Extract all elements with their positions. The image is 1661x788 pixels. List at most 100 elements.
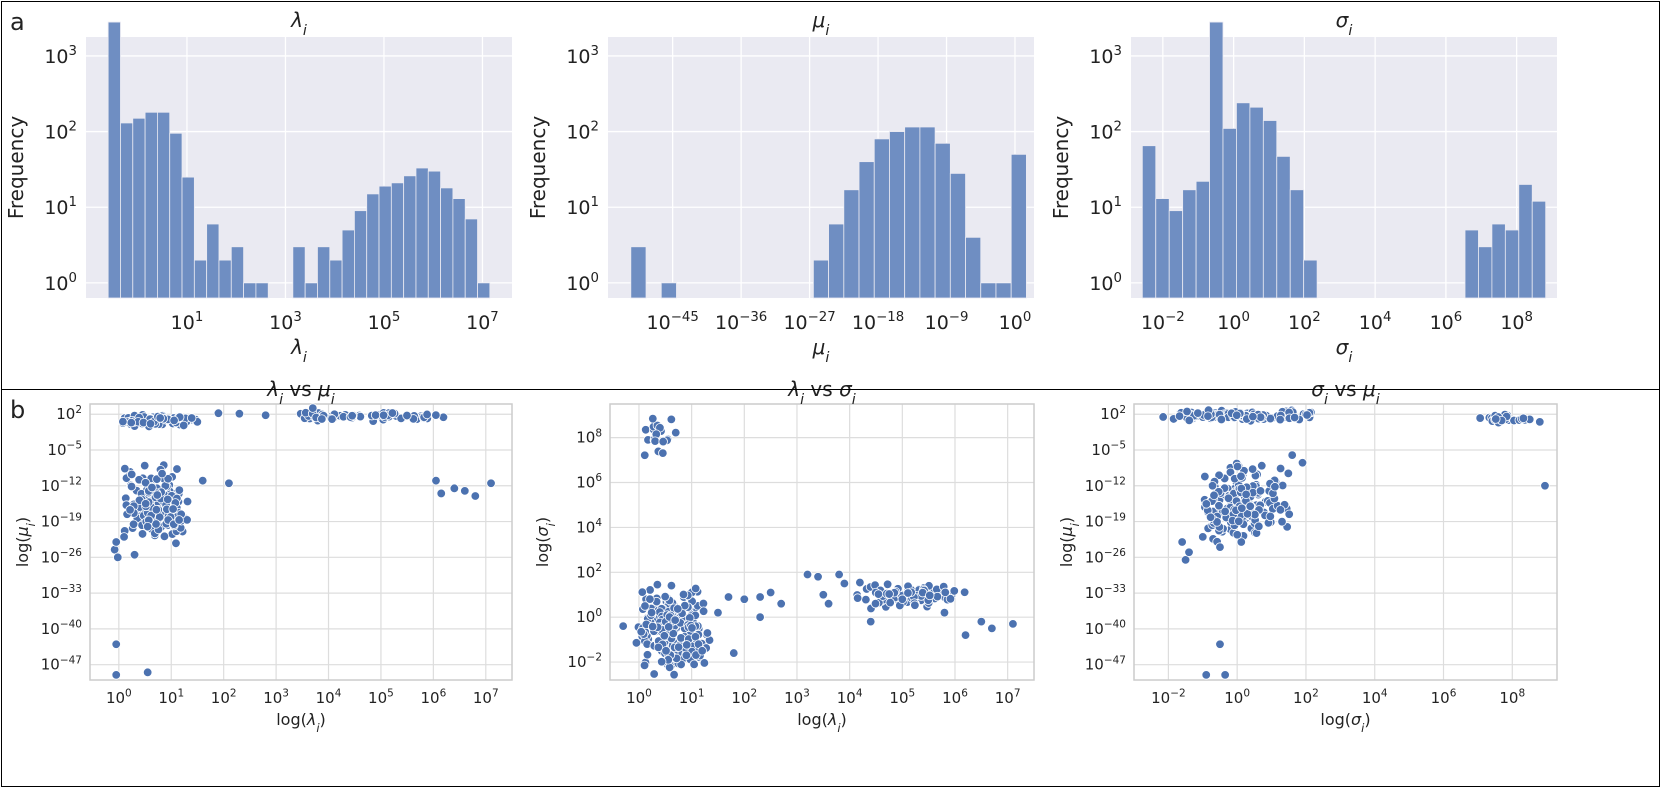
scatter-point xyxy=(327,414,337,424)
histogram-bar xyxy=(1491,223,1506,299)
scatter-point xyxy=(317,414,327,424)
scatter-point xyxy=(647,621,658,632)
histogram-bar xyxy=(181,176,195,299)
scatter-point xyxy=(140,460,150,471)
histogram-bar xyxy=(843,189,860,299)
scatter-point xyxy=(147,482,157,493)
scatter-point xyxy=(1200,471,1210,482)
x-tick-label: 106 xyxy=(420,688,446,707)
scatter-point xyxy=(128,519,139,529)
scatter-point xyxy=(669,669,679,680)
scatter-point xyxy=(689,659,699,670)
scatter-point xyxy=(140,478,151,488)
scatter-point xyxy=(1234,516,1244,527)
x-axis-label: log(λi) xyxy=(797,710,847,735)
x-tick-label: 106 xyxy=(1430,310,1463,334)
scatter-point xyxy=(687,623,697,633)
scatter-point xyxy=(370,410,381,420)
y-axis-label: Frequency xyxy=(1049,116,1073,219)
scatter-point xyxy=(637,587,647,597)
y-tick-label: 10−12 xyxy=(1085,475,1126,494)
scatter-point xyxy=(729,648,739,658)
scatter-point xyxy=(671,427,681,438)
histogram-bar xyxy=(828,223,845,299)
scatter-point xyxy=(1180,555,1191,565)
x-tick-label: 10−36 xyxy=(715,310,767,334)
scatter-point xyxy=(839,578,850,589)
scatter-point xyxy=(387,408,398,418)
histogram-bar xyxy=(206,223,220,299)
scatter-point xyxy=(1212,517,1222,527)
scatter-2: 100 101 102 103 104 105 106 107 10−2 100 102 104 106… xyxy=(533,377,1035,735)
scatter-point xyxy=(145,419,156,429)
scatter-point xyxy=(650,436,660,446)
scatter-point xyxy=(1241,489,1251,500)
x-tick-label: 107 xyxy=(995,688,1021,707)
scatter-point xyxy=(1214,470,1224,480)
scatter-point xyxy=(642,650,653,660)
scatter-point xyxy=(1198,532,1208,542)
histogram-bar xyxy=(1141,145,1157,299)
scatter-point xyxy=(1220,670,1230,680)
scatter-point xyxy=(940,587,950,598)
scatter-point xyxy=(1207,481,1218,491)
x-tick-label: 101 xyxy=(171,310,204,334)
histogram-bar xyxy=(477,282,491,299)
x-tick-label: 102 xyxy=(731,688,757,707)
histogram-bar xyxy=(995,282,1012,299)
x-tick-label: 10−2 xyxy=(1151,688,1186,707)
scatter-point xyxy=(1255,412,1266,422)
y-tick-label: 100 xyxy=(44,271,77,295)
histogram-bar xyxy=(1531,200,1547,299)
x-tick-label: 107 xyxy=(473,688,499,707)
x-tick-label: 100 xyxy=(106,688,132,707)
scatter-point xyxy=(673,642,684,652)
scatter-point xyxy=(932,591,943,602)
scatter-point xyxy=(641,425,651,435)
y-tick-label: 100 xyxy=(566,271,599,295)
scatter-point xyxy=(870,598,881,609)
scatter-point xyxy=(818,590,829,600)
scatter-point xyxy=(1177,537,1187,547)
plot-area xyxy=(1134,404,1557,680)
y-tick-label: 10−12 xyxy=(41,475,82,494)
scatter-point xyxy=(776,599,786,609)
y-axis-label: log(σi) xyxy=(533,517,558,567)
scatter-point xyxy=(1203,411,1213,421)
scatter-point xyxy=(702,628,713,638)
x-tick-label: 108 xyxy=(1500,310,1533,334)
x-tick-label: 106 xyxy=(1431,688,1457,707)
histogram-bar xyxy=(292,246,306,299)
histogram-bar xyxy=(144,111,158,299)
x-axis-label: log(σi) xyxy=(1320,710,1370,735)
y-tick-label: 101 xyxy=(44,195,77,219)
scatter-point xyxy=(855,577,865,588)
scatter-point xyxy=(486,478,496,488)
scatter-point xyxy=(174,515,184,525)
scatter-point xyxy=(111,670,121,680)
scatter-point xyxy=(224,478,234,488)
scatter-point xyxy=(699,658,710,668)
histogram-bar xyxy=(1182,189,1197,299)
y-axis-label: log(μi) xyxy=(1057,517,1082,567)
scatter-point xyxy=(666,580,677,591)
scatter-point xyxy=(897,594,908,604)
x-tick-label: 104 xyxy=(1362,688,1388,707)
histogram-bar xyxy=(904,126,921,299)
scatter-point xyxy=(852,593,863,603)
x-tick-label: 107 xyxy=(466,310,499,334)
scatter-point xyxy=(213,408,224,418)
x-tick-label: 103 xyxy=(784,688,810,707)
scatter-point xyxy=(1287,450,1297,460)
histogram-bar xyxy=(1010,153,1027,299)
scatter-point xyxy=(661,646,671,656)
scatter-point xyxy=(1257,461,1267,471)
x-axis-label: μi xyxy=(812,335,830,366)
scatter-point xyxy=(1209,490,1219,501)
scatter-point xyxy=(1220,506,1230,517)
x-tick-label: 105 xyxy=(889,688,915,707)
histogram-bar xyxy=(218,259,232,299)
scatter-point xyxy=(174,485,185,495)
scatter-point xyxy=(1215,542,1225,552)
